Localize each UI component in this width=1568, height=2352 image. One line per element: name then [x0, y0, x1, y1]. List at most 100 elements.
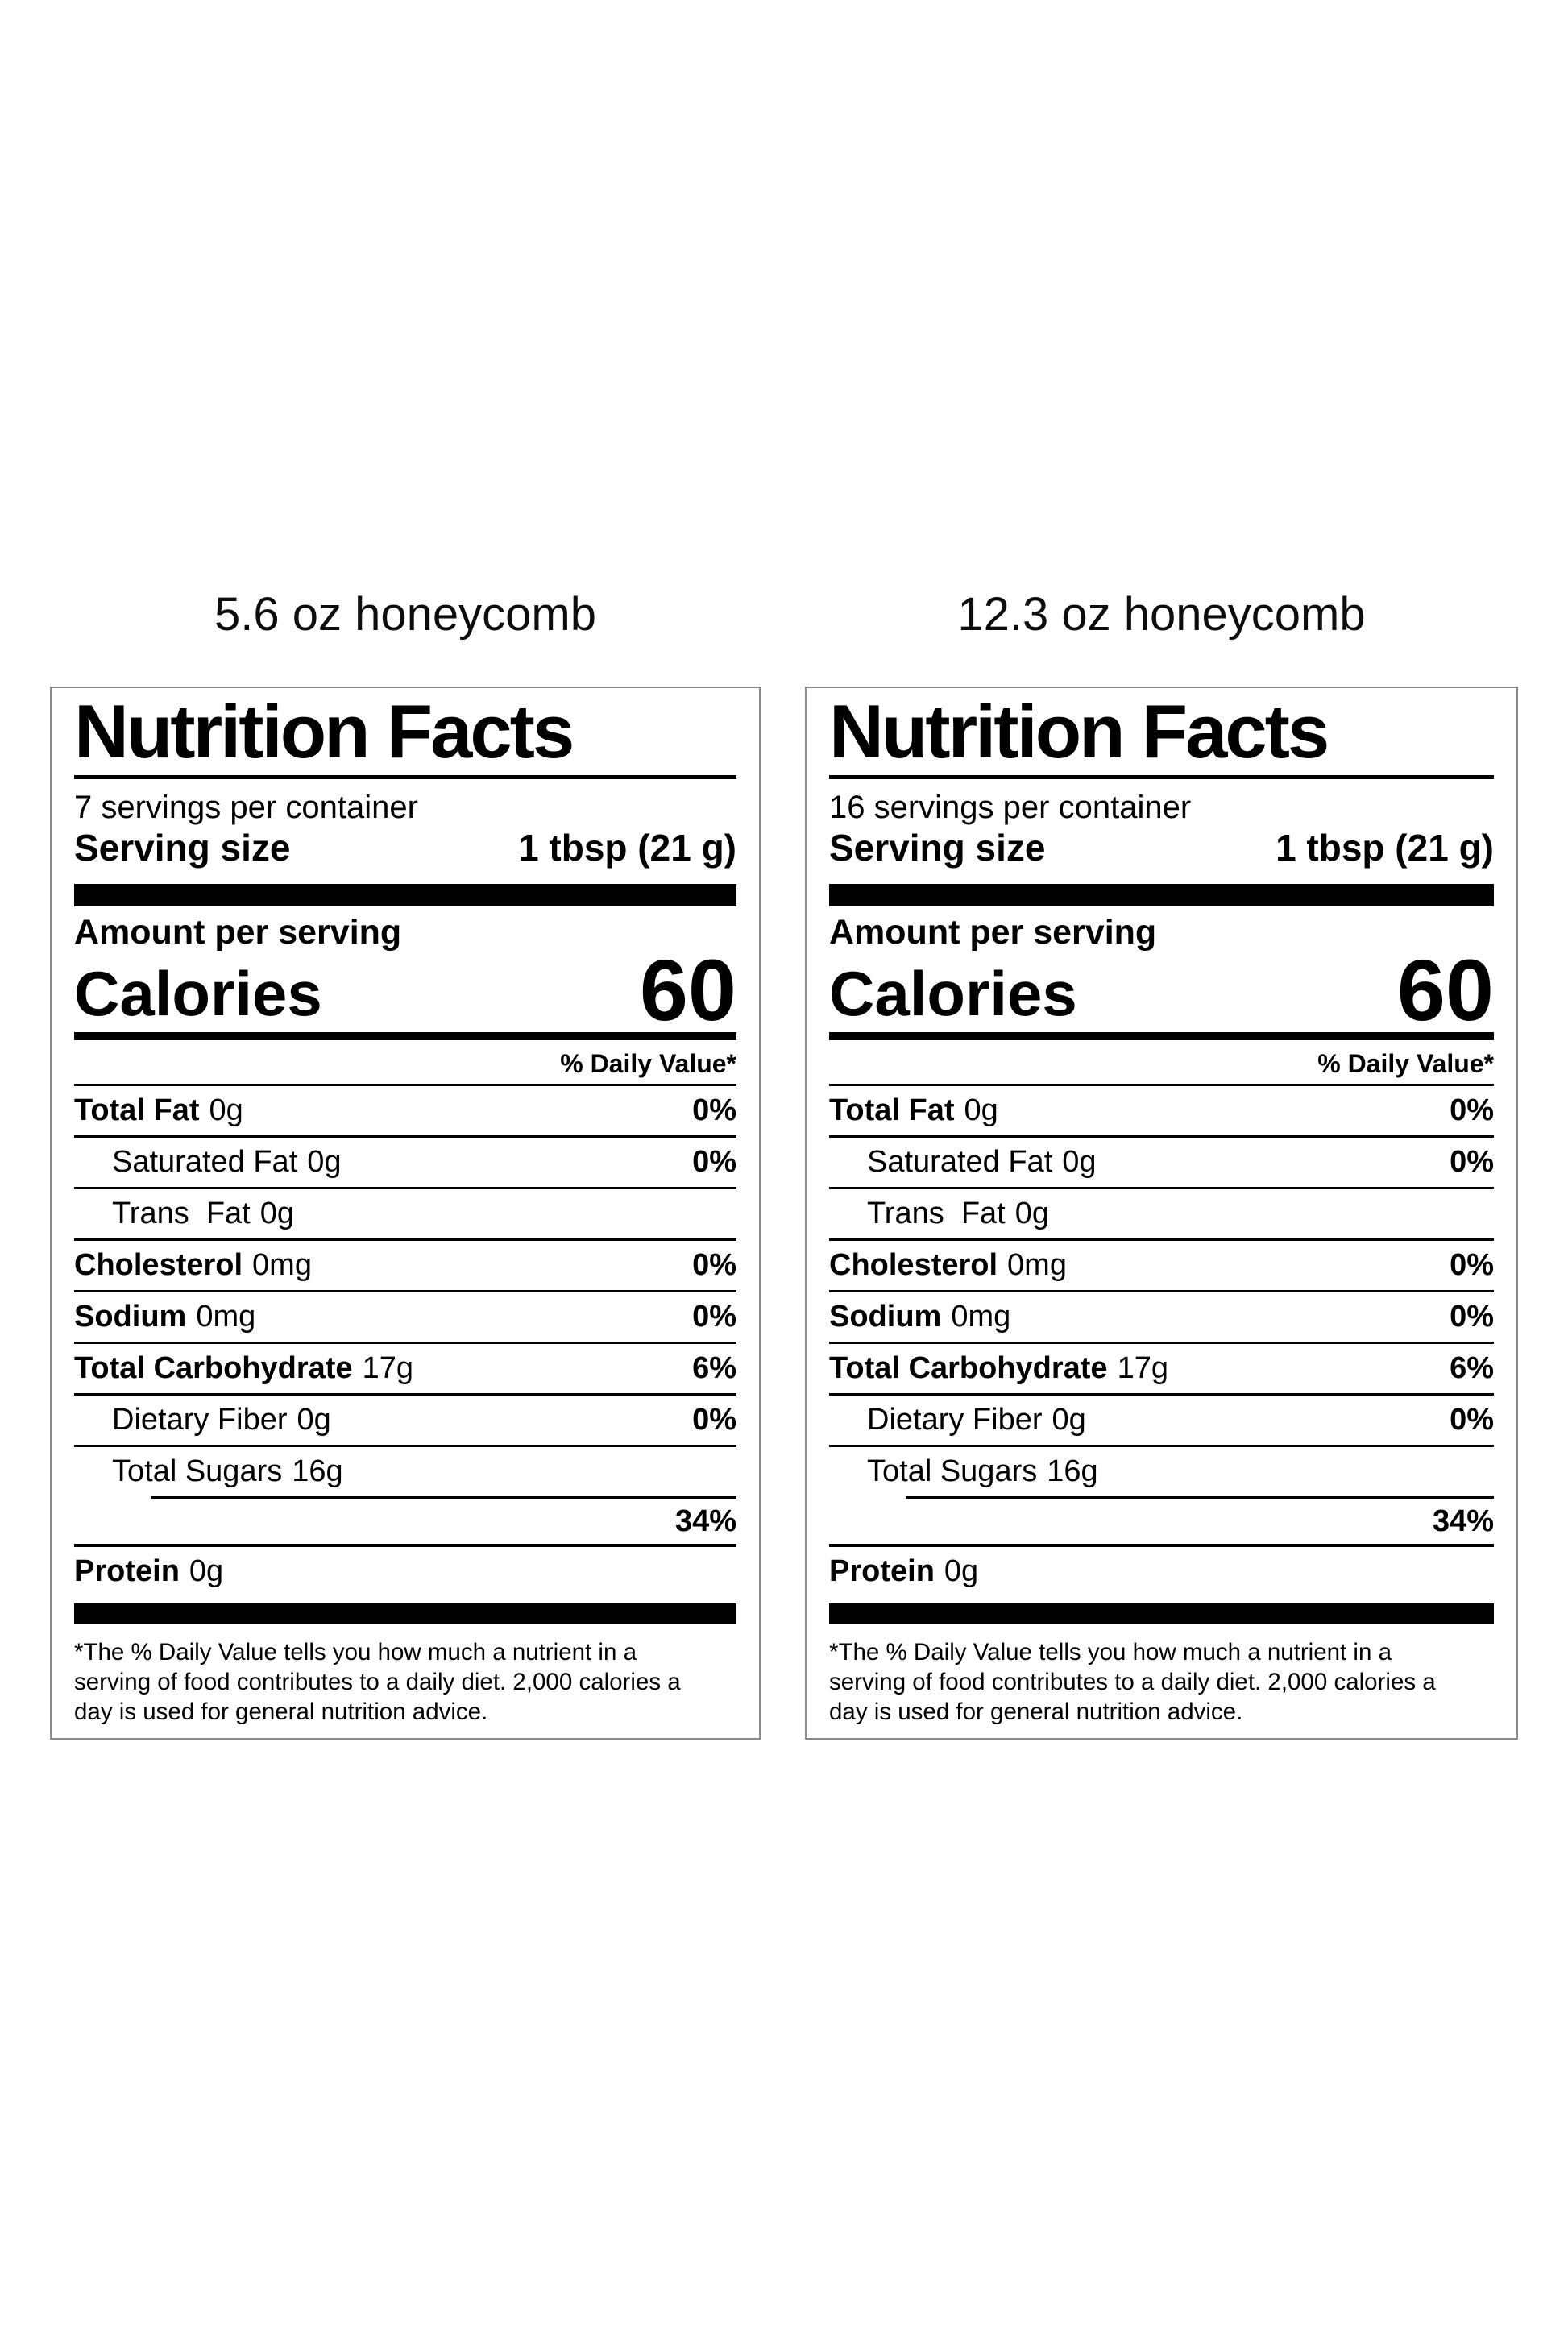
row-value: 0g — [189, 1554, 224, 1588]
row-value: 0g — [209, 1093, 243, 1127]
row-dv: 6% — [692, 1351, 736, 1385]
row-dv: 0% — [692, 1145, 736, 1179]
thick-bar — [74, 884, 736, 906]
heading-rule — [829, 775, 1494, 779]
product-title: 12.3 oz honeycomb — [957, 588, 1366, 641]
nutrient-row-sodium: Sodium 0mg 0% — [829, 1292, 1494, 1344]
row-label: Total Carbohydrate — [74, 1351, 353, 1385]
row-value: 0g — [1062, 1145, 1097, 1179]
nutrient-row-sodium: Sodium 0mg 0% — [74, 1292, 736, 1344]
servings-per-container: 16 servings per container — [829, 790, 1192, 825]
footnote-line: day is used for general nutrition advice… — [829, 1699, 1243, 1725]
heading-rule — [74, 775, 736, 779]
nutrition-facts-heading: Nutrition Facts — [74, 689, 575, 774]
footnote: *The % Daily Value tells you how much a … — [74, 1637, 736, 1730]
nutrient-row-total-fat: Total Fat 0g 0% — [829, 1086, 1494, 1138]
footnote: *The % Daily Value tells you how much a … — [829, 1637, 1494, 1730]
serving-size-label: Serving size — [829, 827, 1046, 869]
added-sugars-dv: 34% — [674, 1504, 736, 1538]
calories-row: Calories 60 — [74, 941, 736, 1039]
nutrient-row-dietary-fiber: Dietary Fiber 0g 0% — [74, 1396, 736, 1447]
row-value: 0mg — [252, 1248, 312, 1282]
row-value: 0g — [1052, 1403, 1086, 1437]
row-label: Total Fat — [829, 1093, 955, 1127]
nutrient-row-total-fat: Total Fat 0g 0% — [74, 1086, 736, 1138]
calories-value: 60 — [639, 941, 736, 1039]
footnote-line: *The % Daily Value tells you how much a … — [829, 1639, 1392, 1665]
row-value: 16g — [292, 1454, 343, 1488]
nutrient-row-cholesterol: Cholesterol 0mg 0% — [829, 1241, 1494, 1292]
row-value: 0mg — [1007, 1248, 1067, 1282]
row-label: Sodium — [829, 1300, 942, 1334]
row-value: 16g — [1047, 1454, 1098, 1488]
calories-rule — [829, 1032, 1494, 1040]
nutrient-row-saturated-fat: Saturated Fat 0g 0% — [74, 1138, 736, 1189]
nutrient-row-total-carbohydrate: Total Carbohydrate 17g 6% — [829, 1344, 1494, 1396]
nutrient-row-trans-fat: Trans Fat 0g — [74, 1189, 736, 1241]
row-label: Protein — [74, 1554, 180, 1588]
row-label: Dietary Fiber — [112, 1403, 288, 1437]
footnote-line: *The % Daily Value tells you how much a … — [74, 1639, 637, 1665]
row-label: Total Sugars — [112, 1454, 283, 1488]
row-dv: 0% — [692, 1300, 736, 1334]
row-value: 0mg — [951, 1300, 1011, 1334]
row-value: 17g — [362, 1351, 413, 1385]
amount-per-serving: Amount per serving — [829, 913, 1157, 952]
row-dv: 6% — [1450, 1351, 1494, 1385]
serving-size-value: 1 tbsp (21 g) — [1276, 827, 1494, 869]
product-title: 5.6 oz honeycomb — [214, 588, 596, 641]
nutrient-row-dietary-fiber: Dietary Fiber 0g 0% — [829, 1396, 1494, 1447]
row-label: Total Sugars — [867, 1454, 1038, 1488]
serving-size-label: Serving size — [74, 827, 291, 869]
thick-bar — [829, 884, 1494, 906]
calories-rule — [74, 1032, 736, 1040]
row-label: Dietary Fiber — [867, 1403, 1043, 1437]
nutrient-row-total-sugars: Total Sugars 16g — [829, 1447, 1494, 1496]
nutrient-row-saturated-fat: Saturated Fat 0g 0% — [829, 1138, 1494, 1189]
row-label: Saturated Fat — [112, 1145, 298, 1179]
serving-size-value: 1 tbsp (21 g) — [518, 827, 736, 869]
row-label: Total Carbohydrate — [829, 1351, 1108, 1385]
daily-value-header: % Daily Value* — [829, 1048, 1494, 1086]
calories-label: Calories — [74, 958, 322, 1029]
row-label: Cholesterol — [74, 1248, 243, 1282]
added-sugars-hairline — [151, 1496, 736, 1499]
row-label: Saturated Fat — [867, 1145, 1053, 1179]
calories-row: Calories 60 — [829, 941, 1494, 1039]
product-column-5-6-oz: 5.6 oz honeycomb Nutrition Facts 7 servi… — [50, 585, 761, 1740]
row-value: 0g — [307, 1145, 342, 1179]
serving-size-row: Serving size 1 tbsp (21 g) — [74, 826, 736, 869]
daily-value-header: % Daily Value* — [74, 1048, 736, 1086]
thick-bar — [829, 1603, 1494, 1624]
protein-rule — [74, 1544, 736, 1547]
thick-bar — [74, 1603, 736, 1624]
product-column-12-3-oz: 12.3 oz honeycomb Nutrition Facts 16 ser… — [805, 585, 1518, 1740]
row-value: 0g — [259, 1197, 295, 1230]
nutrient-row-cholesterol: Cholesterol 0mg 0% — [74, 1241, 736, 1292]
row-dv: 0% — [692, 1403, 736, 1437]
calories-value: 60 — [1396, 941, 1494, 1039]
nutrition-facts-heading: Nutrition Facts — [829, 689, 1329, 774]
protein-row: Protein 0g — [74, 1547, 736, 1595]
added-sugars-dv-row: 34% — [74, 1499, 736, 1544]
footnote-line: serving of food contributes to a daily d… — [829, 1669, 1436, 1695]
nutrient-row-total-sugars: Total Sugars 16g — [74, 1447, 736, 1496]
row-dv: 0% — [1450, 1248, 1494, 1282]
row-dv: 0% — [1450, 1145, 1494, 1179]
nutrition-label: Nutrition Facts 16 servings per containe… — [805, 687, 1518, 1740]
row-value: 0g — [297, 1403, 331, 1437]
row-value: 0mg — [196, 1300, 256, 1334]
serving-size-row: Serving size 1 tbsp (21 g) — [829, 826, 1494, 869]
row-dv: 0% — [692, 1093, 736, 1127]
row-label: Trans Fat — [867, 1197, 1006, 1230]
protein-rule — [829, 1544, 1494, 1547]
row-value: 0g — [1014, 1197, 1050, 1230]
row-dv: 0% — [1450, 1403, 1494, 1437]
protein-row: Protein 0g — [829, 1547, 1494, 1595]
row-value: 0g — [944, 1554, 979, 1588]
row-value: 17g — [1117, 1351, 1168, 1385]
row-label: Protein — [829, 1554, 935, 1588]
servings-per-container: 7 servings per container — [74, 790, 418, 825]
row-label: Total Fat — [74, 1093, 200, 1127]
